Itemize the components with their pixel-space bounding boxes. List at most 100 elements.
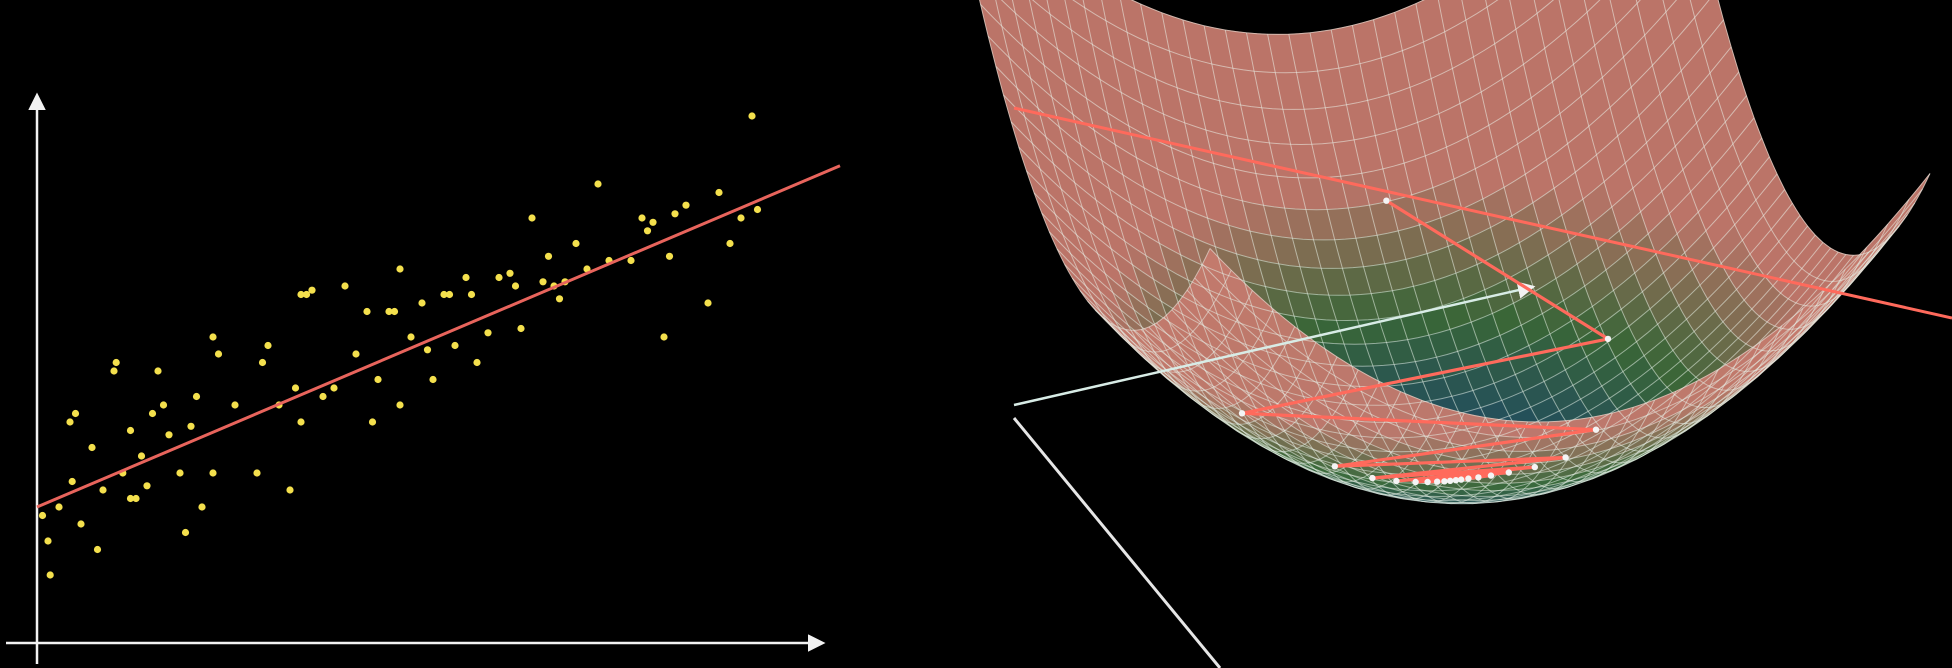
mesh-line-v-24 [1026, 95, 1747, 345]
data-point-37 [308, 286, 316, 294]
data-point-80 [704, 299, 712, 307]
data-point-2 [46, 571, 54, 579]
data-point-75 [649, 218, 657, 226]
descent-step-19 [1452, 477, 1460, 484]
data-point-23 [187, 422, 195, 430]
mesh-line-v-6 [1163, 241, 1885, 492]
data-point-52 [440, 290, 448, 299]
descent-step-5 [1562, 454, 1569, 461]
data-point-60 [511, 282, 520, 290]
data-point-38 [319, 392, 327, 401]
data-point-15 [137, 452, 146, 460]
descent-step-14 [1434, 478, 1441, 485]
upper-red-line [1013, 106, 1952, 320]
descent-step-8 [1393, 477, 1400, 485]
data-point-49 [418, 299, 426, 307]
data-point-33 [286, 486, 294, 494]
data-point-70 [594, 180, 602, 188]
descent-step-6 [1369, 474, 1376, 482]
data-point-11 [112, 358, 120, 367]
mesh-line-v-21 [1049, 156, 1770, 406]
mesh-line-v-8 [1148, 251, 1870, 502]
descent-path [1013, 106, 1952, 486]
descent-step-18 [1447, 477, 1454, 484]
data-point-34 [291, 384, 300, 392]
mesh-line-v-10 [1133, 254, 1854, 505]
data-point-4 [66, 418, 74, 426]
data-point-73 [638, 214, 646, 222]
data-point-72 [627, 256, 635, 265]
data-point-61 [517, 324, 525, 333]
mesh-line-v-14 [1102, 242, 1824, 492]
data-point-58 [495, 273, 503, 282]
descent-step-0 [1383, 197, 1390, 204]
mesh-line-v-3 [1186, 214, 1908, 465]
data-point-29 [253, 469, 261, 477]
data-point-44 [374, 375, 382, 384]
parameter-axis-diagonal [1012, 417, 1222, 668]
descent-step-15 [1465, 475, 1472, 482]
descent-step-12 [1424, 478, 1431, 486]
data-point-79 [682, 201, 690, 209]
data-point-31 [264, 341, 272, 350]
mesh-line-v-30 [980, 0, 1641, 179]
data-points [38, 112, 762, 579]
data-point-76 [660, 333, 668, 341]
data-point-68 [572, 239, 580, 248]
data-point-85 [753, 205, 762, 214]
data-point-54 [451, 341, 459, 350]
data-point-51 [429, 375, 437, 384]
data-point-14 [132, 494, 140, 503]
data-point-9 [99, 486, 107, 494]
data-point-7 [88, 443, 96, 452]
data-point-22 [181, 528, 190, 537]
descent-step-11 [1487, 472, 1495, 479]
descent-step-10 [1412, 478, 1419, 486]
data-point-42 [363, 307, 371, 316]
data-point-6 [77, 520, 85, 528]
data-point-74 [643, 227, 652, 235]
data-point-62 [528, 214, 536, 222]
data-point-77 [665, 252, 674, 260]
data-point-25 [198, 503, 206, 511]
data-point-19 [159, 401, 168, 409]
data-point-46 [390, 307, 399, 316]
data-point-83 [737, 214, 745, 222]
data-point-86 [71, 409, 80, 418]
data-point-41 [352, 350, 360, 358]
data-point-53 [445, 290, 454, 299]
data-point-84 [748, 112, 756, 120]
data-point-47 [396, 265, 404, 273]
data-point-48 [407, 333, 415, 341]
descent-step-7 [1531, 463, 1539, 471]
data-point-64 [544, 252, 553, 260]
parameter-axis [1013, 281, 1536, 407]
data-point-16 [143, 482, 151, 490]
mesh-line-v-26 [1010, 46, 1732, 296]
descent-step-4 [1331, 463, 1339, 470]
regression-line [36, 164, 841, 509]
data-point-82 [726, 239, 734, 248]
descent-step-3 [1592, 426, 1600, 433]
data-point-28 [231, 401, 239, 409]
mesh-line-v-25 [1018, 71, 1740, 322]
data-point-88 [209, 469, 217, 477]
data-point-35 [297, 290, 305, 299]
mesh-line-v-4 [1179, 225, 1900, 475]
data-point-78 [671, 210, 679, 218]
data-point-13 [126, 426, 135, 435]
descent-step-16 [1441, 478, 1448, 485]
mesh-line-v-32 [1031, 0, 1555, 110]
surface-cell-29-31 [1584, 0, 1601, 13]
data-point-50 [423, 346, 432, 354]
data-point-20 [165, 431, 173, 439]
data-point-91 [473, 358, 481, 367]
surface-cell-33-0 [1900, 173, 1931, 216]
data-point-10 [110, 367, 118, 375]
data-point-39 [330, 384, 338, 392]
data-point-63 [539, 278, 547, 286]
data-point-40 [341, 282, 349, 290]
data-point-89 [297, 418, 305, 426]
data-point-26 [209, 333, 217, 341]
